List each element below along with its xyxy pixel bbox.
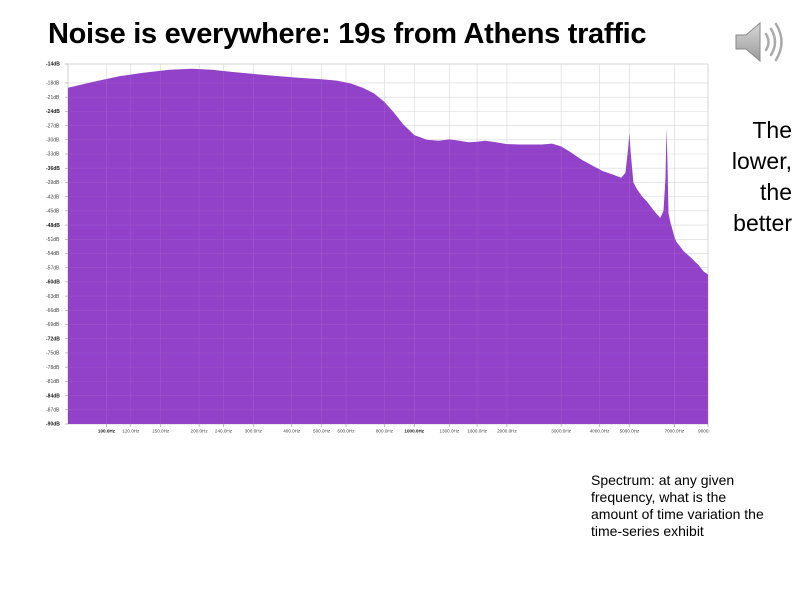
y-tick-label: -42dB [46,194,60,200]
side-note-line: better [733,210,792,236]
y-tick-label: -45dB [46,209,60,215]
y-tick-label: -36dB [46,166,60,172]
spectrum-chart: -14dB -18dB -21dB -24dB -27dB -30dB -33dB -36dB… [40,58,710,438]
x-tick-label: 2000.0Hz [497,429,517,434]
y-tick-label: -18dB [46,81,60,87]
y-tick-label: -81dB [46,379,60,385]
y-tick-label: -33dB [46,152,60,158]
speaker-icon[interactable] [732,18,788,66]
y-tick-label: -51dB [46,237,60,243]
x-tick-label: 400.0Hz [283,429,301,434]
side-note-line: the [760,179,792,205]
y-tick-label: -57dB [46,265,60,271]
y-tick-label: -48dB [46,223,60,229]
y-tick-label: -69dB [46,322,60,328]
y-tick-label: -72dB [46,336,60,342]
side-note: The lower, the better [700,115,792,239]
y-tick-label: -78dB [46,365,60,371]
y-tick-label: -14dB [46,62,60,68]
y-tick-label: -30dB [46,137,60,143]
y-tick-label: -27dB [46,123,60,129]
x-tick-label: 600.0Hz [337,429,355,434]
y-tick-label: -60dB [46,280,60,286]
x-tick-label: 100.0Hz [98,429,116,434]
y-tick-labels: -14dB -18dB -21dB -24dB -27dB -30dB -33dB -36dB… [46,62,60,428]
y-tick-label: -24dB [46,109,60,115]
x-tick-labels: 100.0Hz 120.0Hz 150.0Hz 200.0Hz 240.0Hz 300.0… [98,429,710,434]
spectrum-area [68,68,708,424]
side-note-line: The [752,117,792,143]
area-layer [68,63,709,425]
x-tick-label: 800.0Hz [376,429,394,434]
x-tick-label: 120.0Hz [122,429,140,434]
x-tick-label: 1300.0Hz [440,429,460,434]
side-note-line: lower, [731,148,792,174]
y-tick-label: -63dB [46,294,60,300]
x-tick-label: 7000.0Hz [665,429,685,434]
y-tick-label: -66dB [46,308,60,314]
x-tick-label: 500.0Hz [313,429,331,434]
x-tick-label: 200.0Hz [191,429,209,434]
x-tick-label: 5000.0Hz [620,429,640,434]
slide-title: Noise is everywhere: 19s from Athens tra… [48,18,647,50]
y-tick-label: -84dB [46,393,60,399]
x-tick-label: 3000.0Hz [551,429,571,434]
y-tick-label: -90dB [46,422,60,428]
x-tick-label: 4000.0Hz [590,429,610,434]
y-tick-label: -75dB [46,351,60,357]
x-tick-label: 240.0Hz [215,429,233,434]
y-tick-label: -87dB [46,407,60,413]
x-tick-label: 1000.0Hz [404,429,424,434]
x-tick-label: 300.0Hz [245,429,263,434]
y-tick-label: -39dB [46,180,60,186]
y-tick-label: -54dB [46,251,60,257]
caption-text: Spectrum: at any given frequency, what i… [591,472,764,539]
x-tick-label: 1600.0Hz [467,429,487,434]
x-tick-label: 9000.0Hz [698,429,710,434]
y-tick-label: -21dB [46,95,60,101]
x-tick-label: 150.0Hz [152,429,170,434]
